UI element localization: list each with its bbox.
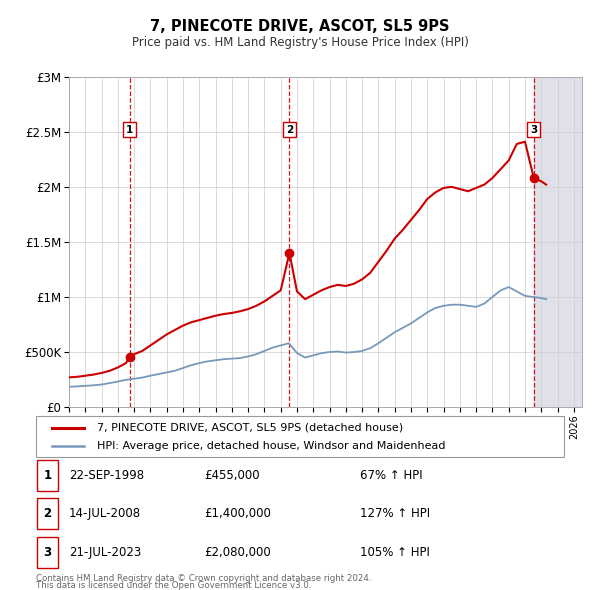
Text: 2: 2 xyxy=(286,124,293,135)
Text: HPI: Average price, detached house, Windsor and Maidenhead: HPI: Average price, detached house, Wind… xyxy=(97,441,445,451)
Text: 3: 3 xyxy=(43,546,52,559)
Text: 22-SEP-1998: 22-SEP-1998 xyxy=(69,469,144,482)
Bar xyxy=(534,77,582,407)
Text: £1,400,000: £1,400,000 xyxy=(204,507,271,520)
Text: 127% ↑ HPI: 127% ↑ HPI xyxy=(360,507,430,520)
Text: 7, PINECOTE DRIVE, ASCOT, SL5 9PS (detached house): 7, PINECOTE DRIVE, ASCOT, SL5 9PS (detac… xyxy=(97,422,403,432)
Text: This data is licensed under the Open Government Licence v3.0.: This data is licensed under the Open Gov… xyxy=(36,581,311,589)
Text: Contains HM Land Registry data © Crown copyright and database right 2024.: Contains HM Land Registry data © Crown c… xyxy=(36,573,371,582)
Text: 2: 2 xyxy=(43,507,52,520)
Text: 1: 1 xyxy=(126,124,133,135)
Text: £455,000: £455,000 xyxy=(204,469,260,482)
Text: 14-JUL-2008: 14-JUL-2008 xyxy=(69,507,141,520)
Text: 3: 3 xyxy=(530,124,538,135)
Text: £2,080,000: £2,080,000 xyxy=(204,546,271,559)
Text: 7, PINECOTE DRIVE, ASCOT, SL5 9PS: 7, PINECOTE DRIVE, ASCOT, SL5 9PS xyxy=(150,19,450,34)
Text: 105% ↑ HPI: 105% ↑ HPI xyxy=(360,546,430,559)
FancyBboxPatch shape xyxy=(37,460,58,491)
FancyBboxPatch shape xyxy=(37,537,58,568)
FancyBboxPatch shape xyxy=(37,499,58,529)
Text: 21-JUL-2023: 21-JUL-2023 xyxy=(69,546,141,559)
Text: Price paid vs. HM Land Registry's House Price Index (HPI): Price paid vs. HM Land Registry's House … xyxy=(131,36,469,49)
Text: 1: 1 xyxy=(43,469,52,482)
FancyBboxPatch shape xyxy=(36,416,564,457)
Text: 67% ↑ HPI: 67% ↑ HPI xyxy=(360,469,422,482)
